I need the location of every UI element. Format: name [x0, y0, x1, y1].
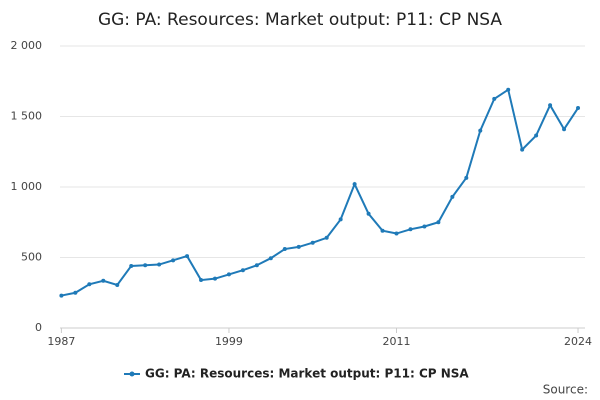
data-point [436, 220, 441, 225]
data-point [576, 106, 581, 111]
data-point [254, 263, 259, 268]
data-point [492, 96, 497, 101]
y-tick-label: 1 500 [11, 110, 43, 123]
data-point [380, 228, 385, 233]
data-point [450, 194, 455, 199]
data-point [548, 103, 553, 108]
data-point [212, 276, 217, 281]
data-point [534, 133, 539, 138]
data-point [296, 244, 301, 249]
data-point [338, 217, 343, 222]
data-point [101, 278, 106, 283]
data-point [185, 254, 190, 259]
data-point [520, 147, 525, 152]
data-point [366, 211, 371, 216]
data-point [324, 235, 329, 240]
data-point [129, 263, 134, 268]
data-point [394, 231, 399, 236]
data-point [115, 282, 120, 287]
data-point [464, 175, 469, 180]
x-tick-label: 1987 [47, 335, 75, 348]
data-point [59, 293, 64, 298]
data-point [282, 247, 287, 252]
x-tick-label: 2011 [383, 335, 411, 348]
y-tick-label: 500 [21, 251, 42, 264]
legend-label: GG: PA: Resources: Market output: P11: C… [145, 367, 469, 381]
data-point [226, 272, 231, 277]
data-point [310, 240, 315, 245]
data-point [478, 128, 483, 133]
data-point [352, 182, 357, 187]
y-tick-label: 2 000 [11, 39, 43, 52]
x-tick-label: 2024 [564, 335, 592, 348]
data-point [268, 256, 273, 261]
data-point [73, 290, 78, 295]
y-tick-label: 0 [35, 321, 42, 334]
y-tick-label: 1 000 [11, 180, 43, 193]
data-point [562, 127, 567, 132]
chart-title: GG: PA: Resources: Market output: P11: C… [98, 10, 502, 30]
data-point [143, 263, 148, 268]
data-point [87, 282, 92, 287]
data-point [506, 87, 511, 92]
data-point [240, 268, 245, 273]
series-line [61, 88, 579, 297]
data-point [408, 227, 413, 232]
data-point [157, 262, 162, 267]
source-label: Source: [543, 383, 588, 397]
x-tick-label: 1999 [215, 335, 243, 348]
legend-marker [129, 371, 135, 377]
data-point [171, 258, 176, 263]
data-point [422, 224, 427, 229]
data-point [199, 278, 204, 283]
